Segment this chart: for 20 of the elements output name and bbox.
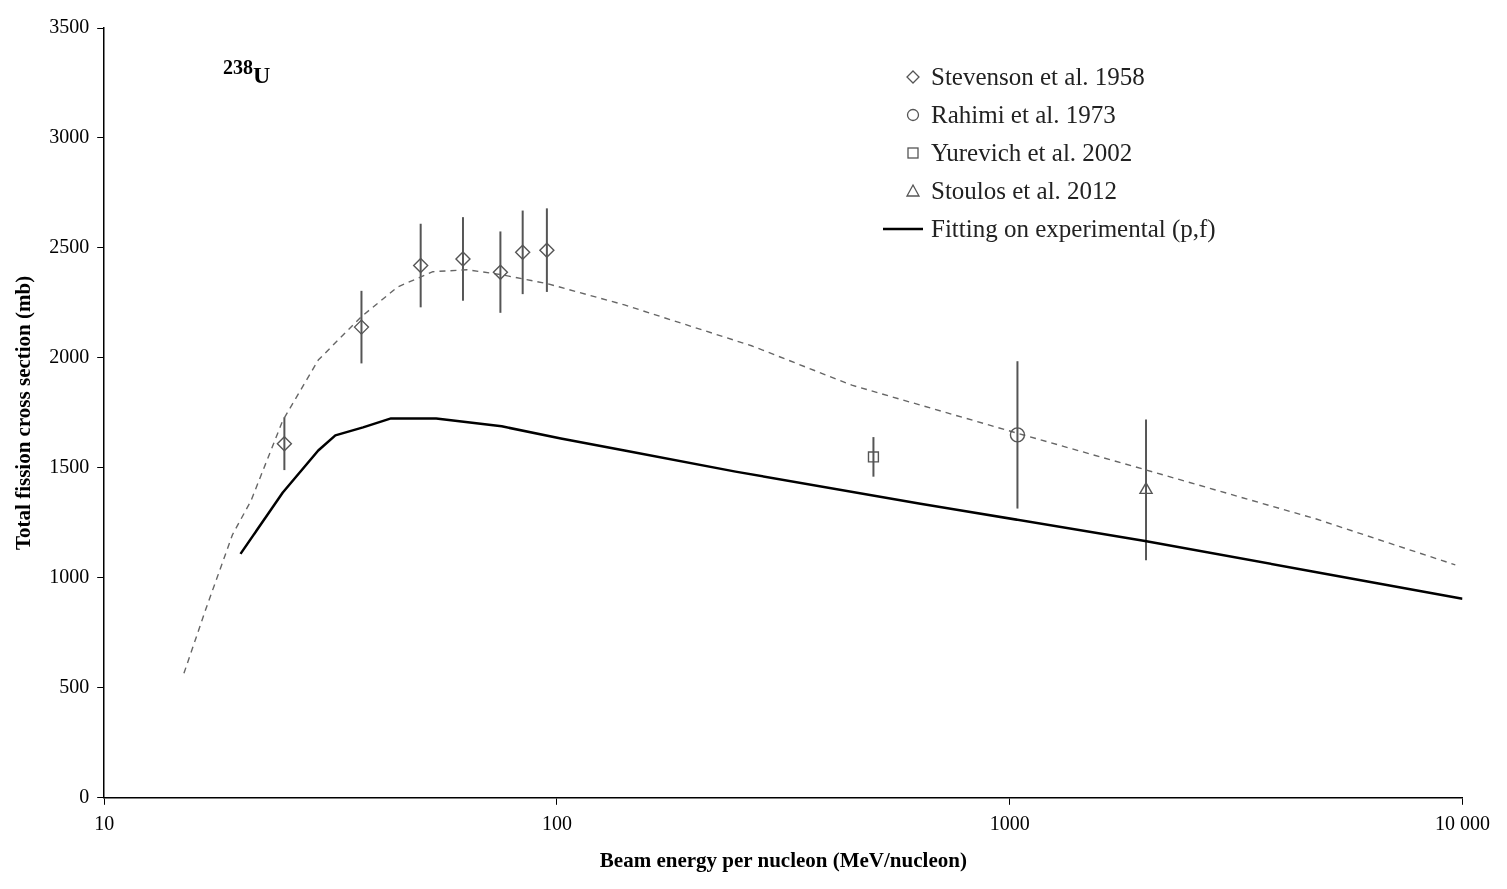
y-tick-label: 0: [79, 785, 90, 808]
y-tick-label: 1000: [49, 565, 90, 588]
y-axis-title: Total fission cross section (mb): [11, 275, 36, 550]
legend-label: Stevenson et al. 1958: [931, 63, 1145, 91]
legend-label: Fitting on experimental (p,f): [931, 215, 1216, 243]
legend-label: Rahimi et al. 1973: [931, 101, 1116, 129]
y-tick-label: 1500: [49, 455, 90, 478]
annotation: $^{238}$U: [223, 56, 271, 89]
legend-label: Stoulos et al. 2012: [931, 177, 1118, 205]
x-axis-title: Beam energy per nucleon (MeV/nucleon): [599, 847, 967, 872]
x-tick-label: 10: [94, 812, 115, 835]
x-tick-label: 10 000: [1435, 812, 1490, 835]
y-tick-label: 3500: [49, 15, 90, 38]
legend-label: Yurevich et al. 2002: [931, 139, 1133, 167]
y-tick-label: 3000: [49, 125, 90, 148]
y-tick-label: 2500: [49, 235, 90, 258]
y-tick-label: 2000: [49, 345, 90, 368]
y-tick-label: 500: [59, 675, 90, 698]
x-tick-label: 1000: [989, 812, 1030, 835]
x-tick-label: 100: [541, 812, 572, 835]
